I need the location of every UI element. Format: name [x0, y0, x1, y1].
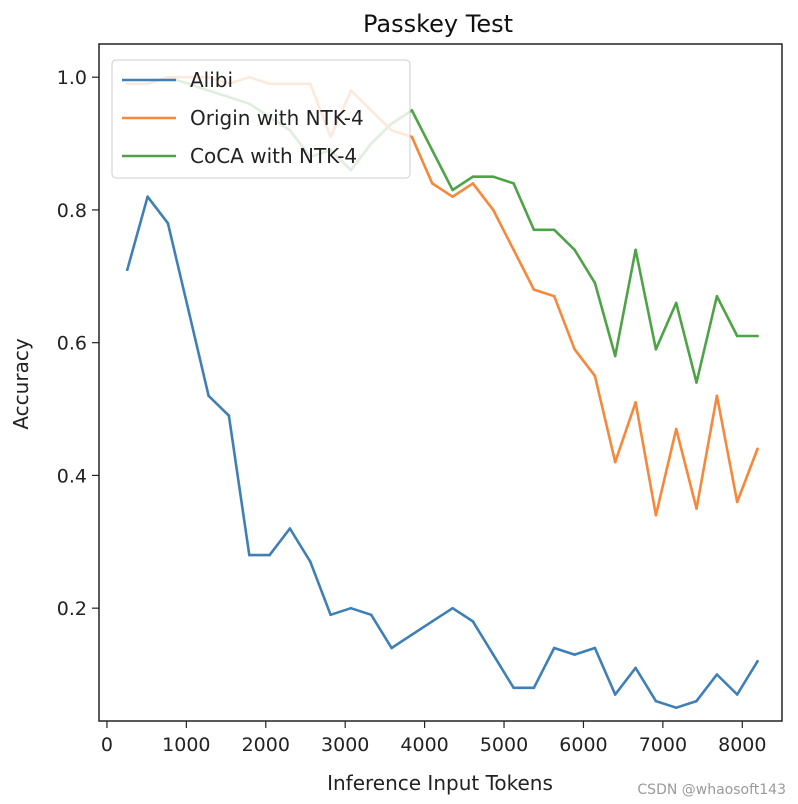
data-point-alibi [207, 394, 210, 398]
data-point-alibi [309, 560, 312, 563]
data-point-alibi [715, 673, 719, 676]
data-point-origin-with-ntk-4 [735, 500, 739, 504]
data-point-alibi [146, 195, 149, 198]
data-point-origin-with-ntk-4 [654, 513, 658, 517]
data-point-coca-with-ntk-4 [573, 248, 576, 252]
y-tick-label: 0.2 [57, 598, 87, 620]
data-point-origin-with-ntk-4 [430, 182, 434, 185]
data-point-origin-with-ntk-4 [491, 208, 495, 212]
data-point-origin-with-ntk-4 [756, 447, 759, 451]
series-line-alibi [126, 195, 759, 710]
y-tick-label: 1.0 [57, 67, 87, 89]
legend-box [111, 59, 411, 179]
data-point-alibi [187, 308, 190, 311]
data-point-alibi [552, 646, 556, 650]
data-point-coca-with-ntk-4 [491, 175, 495, 178]
legend: Alibi Origin with NTK-4 CoCA with NTK-4 [111, 59, 411, 179]
data-point-alibi [349, 606, 353, 610]
legend-origin-label: Origin with NTK-4 [190, 106, 364, 130]
data-point-alibi [166, 221, 170, 225]
data-point-alibi [573, 653, 576, 656]
x-tick-label: 3000 [321, 734, 369, 756]
data-point-origin-with-ntk-4 [471, 182, 475, 185]
x-axis-ticks: 0 1000 2000 3000 4000 5000 6000 7000 8000 [101, 721, 766, 756]
data-point-origin-with-ntk-4 [532, 288, 536, 291]
watermark: CSDN @whaosoft143 [637, 782, 786, 798]
x-tick-label: 5000 [480, 734, 528, 756]
data-point-origin-with-ntk-4 [674, 427, 678, 431]
x-tick-label: 6000 [559, 734, 607, 756]
y-axis-ticks: 0.2 0.4 0.6 0.8 1.0 [57, 67, 99, 620]
x-tick-label: 2000 [242, 734, 290, 756]
data-point-coca-with-ntk-4 [756, 334, 759, 338]
data-point-coca-with-ntk-4 [451, 188, 454, 192]
data-point-alibi [471, 620, 475, 623]
data-point-coca-with-ntk-4 [532, 228, 536, 232]
data-point-alibi [491, 653, 495, 656]
data-point-origin-with-ntk-4 [451, 195, 454, 198]
data-point-alibi [613, 693, 617, 696]
data-point-coca-with-ntk-4 [593, 281, 597, 285]
data-point-alibi [654, 699, 658, 703]
data-point-coca-with-ntk-4 [654, 348, 658, 351]
data-point-coca-with-ntk-4 [430, 148, 434, 152]
data-point-alibi [735, 693, 739, 696]
data-point-coca-with-ntk-4 [715, 294, 719, 298]
data-point-coca-with-ntk-4 [410, 109, 414, 112]
data-point-origin-with-ntk-4 [634, 401, 637, 404]
x-tick-label: 4000 [400, 734, 448, 756]
data-point-alibi [593, 646, 597, 650]
data-point-coca-with-ntk-4 [613, 354, 617, 358]
data-point-alibi [329, 613, 332, 617]
y-tick-label: 0.6 [57, 333, 87, 355]
data-point-alibi [268, 553, 271, 557]
data-point-alibi [634, 666, 637, 670]
data-point-coca-with-ntk-4 [674, 301, 678, 305]
data-point-alibi [126, 268, 129, 272]
legend-alibi-label: Alibi [190, 68, 233, 92]
data-point-alibi [248, 553, 251, 557]
data-point-alibi [430, 620, 434, 623]
y-tick-label: 0.4 [57, 465, 87, 487]
x-tick-label: 1000 [162, 734, 210, 756]
y-tick-label: 0.8 [57, 200, 87, 222]
data-point-alibi [227, 414, 231, 418]
data-point-coca-with-ntk-4 [634, 248, 637, 252]
data-point-alibi [390, 646, 393, 650]
data-point-alibi [674, 706, 678, 709]
x-tick-label: 7000 [639, 734, 687, 756]
data-point-origin-with-ntk-4 [410, 135, 414, 139]
data-point-coca-with-ntk-4 [695, 381, 698, 384]
data-point-alibi [410, 633, 414, 636]
data-point-origin-with-ntk-4 [552, 294, 556, 298]
data-point-alibi [451, 606, 454, 610]
data-point-origin-with-ntk-4 [695, 507, 698, 510]
data-point-origin-with-ntk-4 [715, 394, 719, 398]
data-point-coca-with-ntk-4 [471, 175, 475, 178]
data-point-alibi [756, 660, 759, 663]
data-point-alibi [512, 686, 515, 690]
y-axis-label: Accuracy [9, 338, 33, 429]
data-point-alibi [369, 613, 373, 617]
x-axis-label: Inference Input Tokens [327, 771, 553, 795]
plot-frame [98, 43, 783, 722]
data-point-origin-with-ntk-4 [613, 460, 617, 464]
data-point-alibi [288, 527, 292, 530]
data-point-alibi [695, 699, 698, 703]
data-point-alibi [532, 686, 536, 690]
data-point-origin-with-ntk-4 [512, 248, 515, 252]
chart-title: Passkey Test [363, 10, 513, 38]
data-point-origin-with-ntk-4 [593, 374, 597, 378]
data-point-coca-with-ntk-4 [552, 228, 556, 232]
data-point-coca-with-ntk-4 [512, 182, 515, 185]
x-tick-label: 0 [101, 734, 113, 756]
x-tick-label: 8000 [718, 734, 766, 756]
legend-coca-label: CoCA with NTK-4 [190, 144, 357, 168]
data-point-coca-with-ntk-4 [735, 334, 739, 338]
data-point-origin-with-ntk-4 [573, 348, 576, 351]
